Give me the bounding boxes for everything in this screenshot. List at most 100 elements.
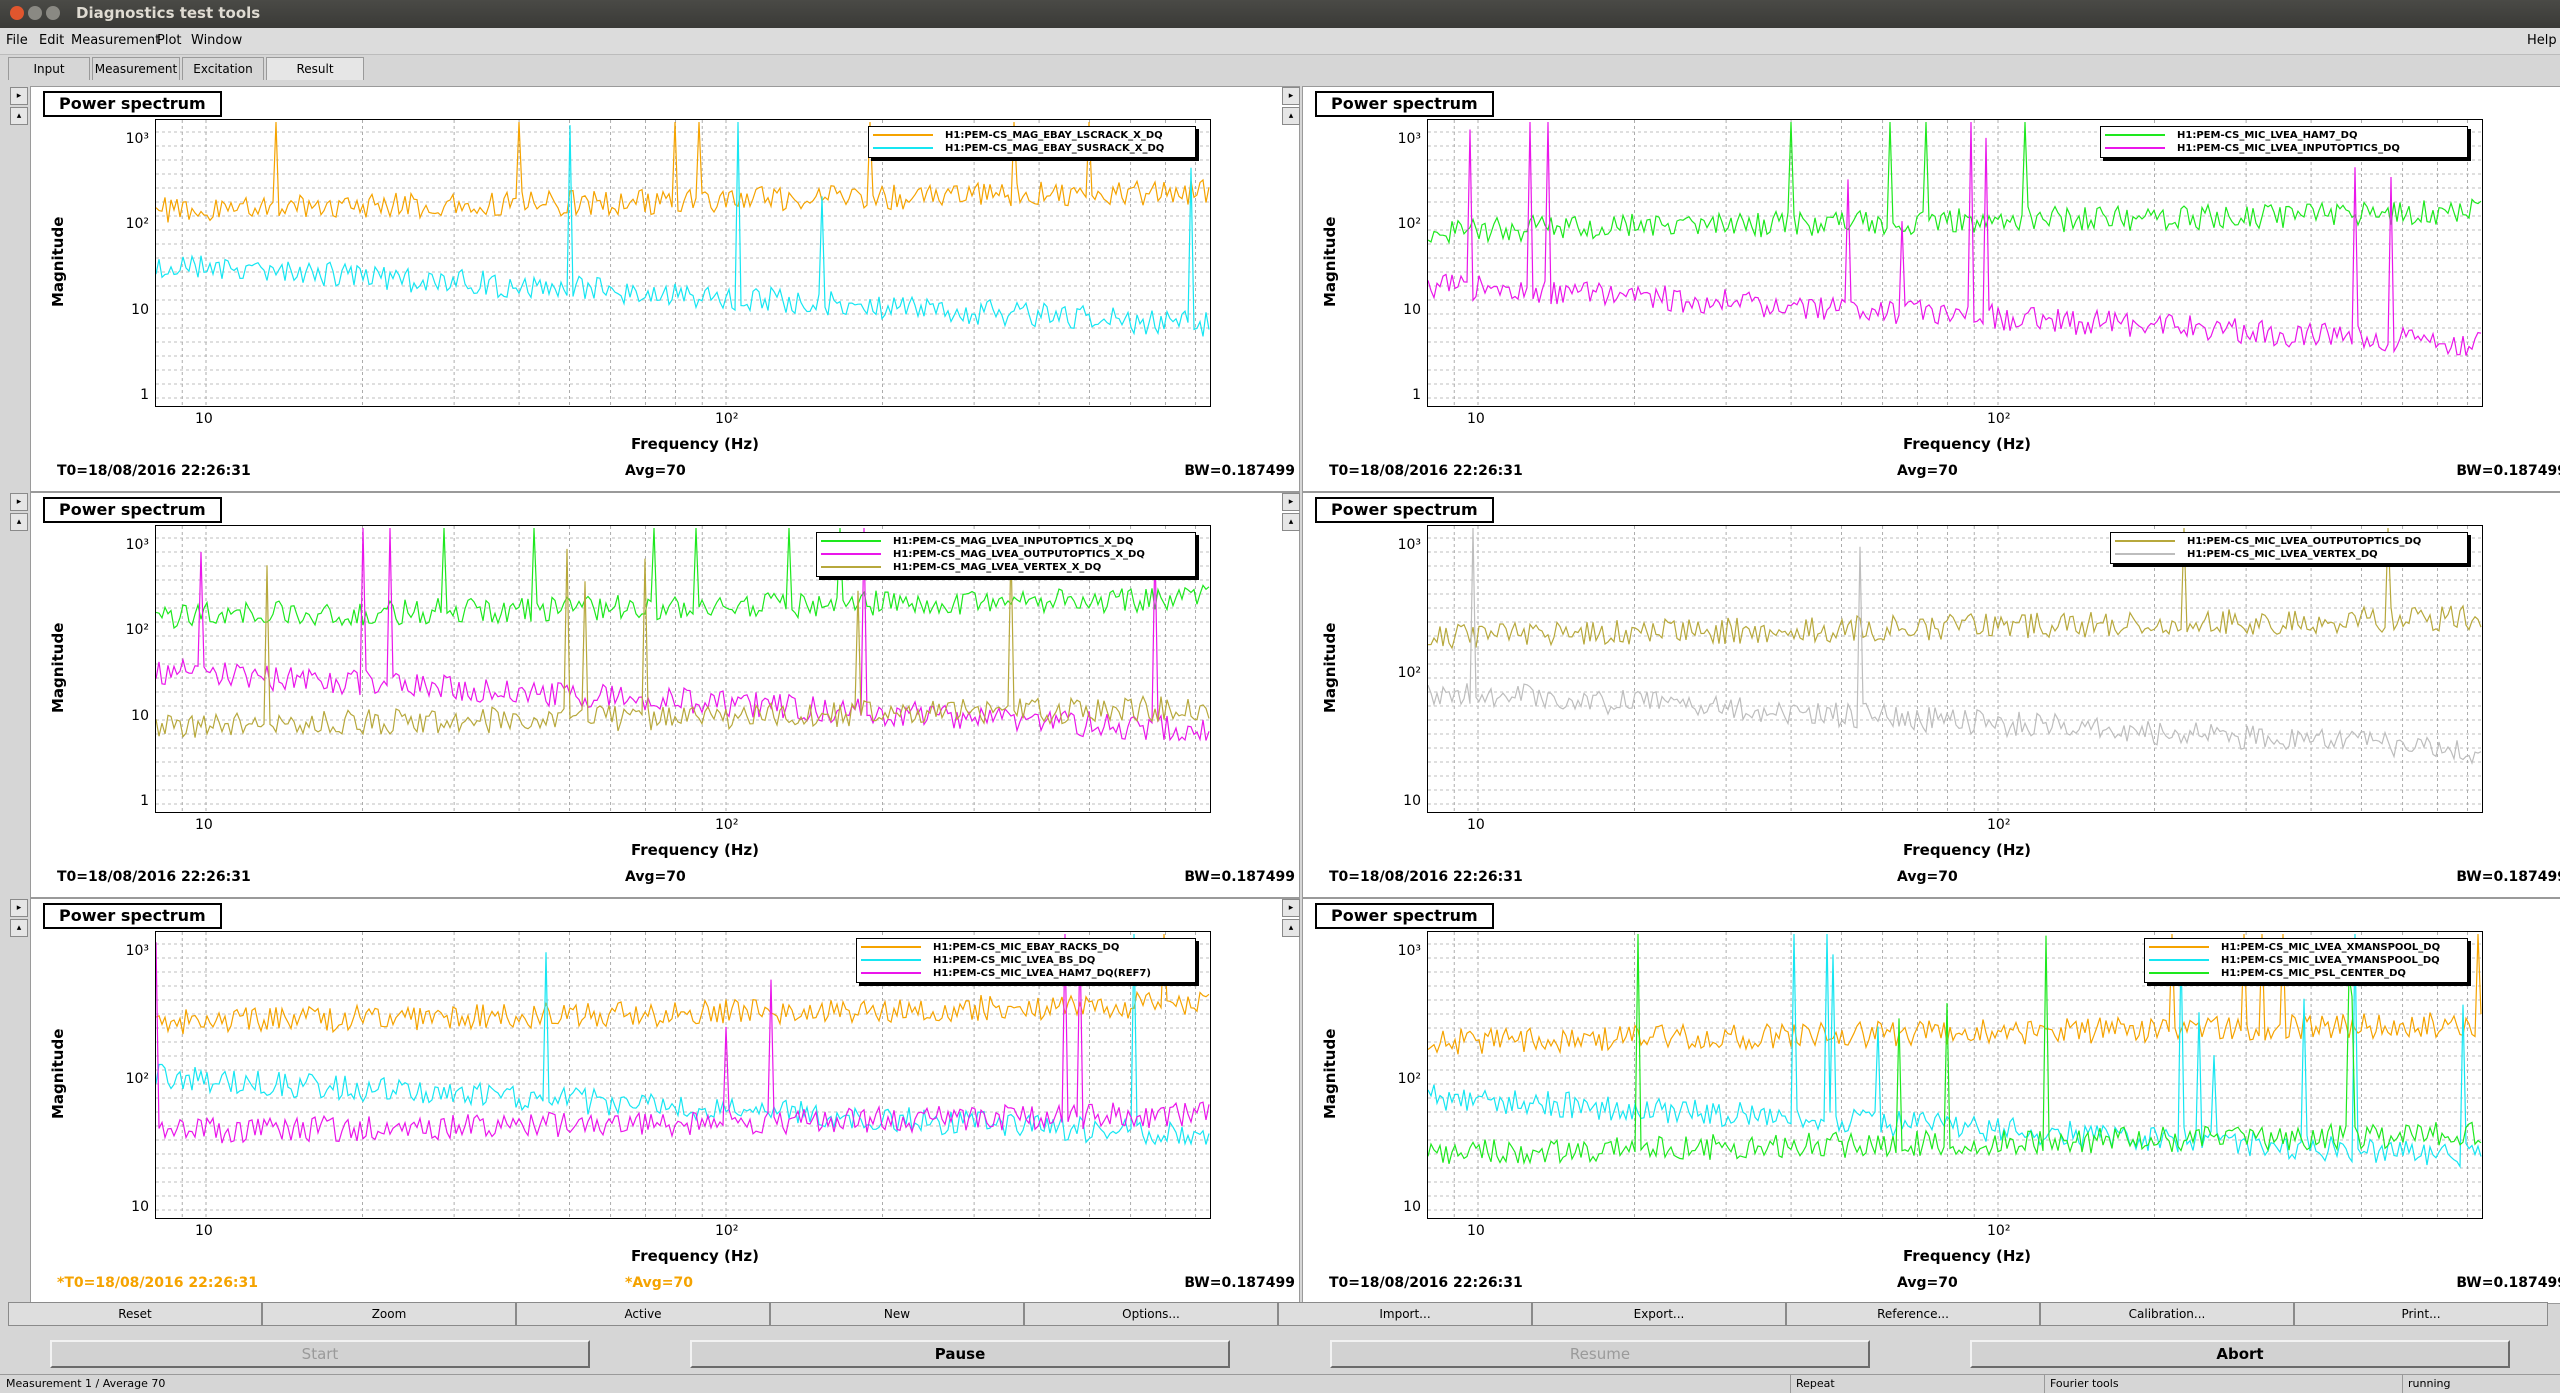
panel-expand-icon[interactable]: ▸ xyxy=(10,493,28,511)
average-label: Avg=70 xyxy=(1897,1275,1958,1291)
trace-3 xyxy=(156,545,1210,739)
x-tick-label: 10 xyxy=(195,411,213,427)
window-title: Diagnostics test tools xyxy=(76,4,261,22)
tab-input[interactable]: Input xyxy=(8,57,90,80)
plot-legend[interactable]: H1:PEM-CS_MIC_LVEA_XMANSPOOL_DQ H1:PEM-CS… xyxy=(2144,938,2468,983)
legend-swatch xyxy=(2115,553,2175,555)
panel-collapse-icon[interactable]: ▴ xyxy=(1282,107,1300,125)
menu-measurement[interactable]: Measurement xyxy=(71,33,161,48)
y-tick-label: 10³ xyxy=(1397,537,1421,553)
spectrum-traces xyxy=(1428,933,2482,1169)
power-spectrum-panel[interactable]: ▸ ▴ Power spectrum Magnitude H1:PEM-CS_MAG_E… xyxy=(10,86,1300,492)
plot-legend[interactable]: H1:PEM-CS_MIC_EBAY_RACKS_DQ H1:PEM-CS_MIC… xyxy=(856,938,1196,983)
export-button[interactable]: Export... xyxy=(1532,1302,1786,1326)
panel-expand-icon[interactable]: ▸ xyxy=(10,899,28,917)
y-axis-label: Magnitude xyxy=(1321,622,1339,713)
panel-collapse-icon[interactable]: ▴ xyxy=(1282,919,1300,937)
zoom-button[interactable]: Zoom xyxy=(262,1302,516,1326)
y-tick-label: 1 xyxy=(140,793,149,809)
active-button[interactable]: Active xyxy=(516,1302,770,1326)
x-axis-label: Frequency (Hz) xyxy=(1903,1247,2032,1265)
menu-help[interactable]: Help xyxy=(2527,33,2557,48)
panel-title: Power spectrum xyxy=(1315,91,1494,117)
legend-label: H1:PEM-CS_MAG_LVEA_OUTPUTOPTICS_X_DQ xyxy=(893,549,1145,560)
power-spectrum-panel[interactable]: ▸ ▴ Power spectrum Magnitude H1:PEM-CS_MIC_L… xyxy=(1282,898,2560,1304)
power-spectrum-panel[interactable]: ▸ ▴ Power spectrum Magnitude H1:PEM-CS_MIC_L… xyxy=(1282,492,2560,898)
resume-button[interactable]: Resume xyxy=(1330,1340,1870,1368)
y-axis-label: Magnitude xyxy=(1321,1028,1339,1119)
start-button[interactable]: Start xyxy=(50,1340,590,1368)
tab-measurement[interactable]: Measurement xyxy=(92,57,180,80)
legend-entry: H1:PEM-CS_MAG_LVEA_INPUTOPTICS_X_DQ xyxy=(821,535,1189,548)
abort-button[interactable]: Abort xyxy=(1970,1340,2510,1368)
plot-legend[interactable]: H1:PEM-CS_MIC_LVEA_OUTPUTOPTICS_DQ H1:PEM… xyxy=(2110,532,2468,564)
plot-legend[interactable]: H1:PEM-CS_MAG_EBAY_LSCRACK_X_DQ H1:PEM-CS… xyxy=(868,126,1196,158)
spectrum-traces xyxy=(156,527,1210,742)
tab-result[interactable]: Result xyxy=(266,57,364,80)
pause-button[interactable]: Pause xyxy=(690,1340,1230,1368)
legend-label: H1:PEM-CS_MIC_LVEA_HAM7_DQ xyxy=(2177,130,2358,141)
legend-entry: H1:PEM-CS_MIC_LVEA_YMANSPOOL_DQ xyxy=(2149,954,2461,967)
minimize-icon[interactable] xyxy=(28,6,42,20)
power-spectrum-panel[interactable]: ▸ ▴ Power spectrum Magnitude H1:PEM-CS_MIC_L… xyxy=(1282,86,2560,492)
y-tick-label: 10² xyxy=(1397,665,1421,681)
spectrum-plot[interactable]: H1:PEM-CS_MIC_EBAY_RACKS_DQ H1:PEM-CS_MIC… xyxy=(155,931,1211,1219)
reference-button[interactable]: Reference... xyxy=(1786,1302,2040,1326)
menu-plot[interactable]: Plot xyxy=(157,33,182,48)
spectrum-plot[interactable]: H1:PEM-CS_MIC_LVEA_HAM7_DQ H1:PEM-CS_MIC_… xyxy=(1427,119,2483,407)
legend-swatch xyxy=(2105,147,2165,149)
spectrum-plot[interactable]: H1:PEM-CS_MIC_LVEA_XMANSPOOL_DQ H1:PEM-CS… xyxy=(1427,931,2483,1219)
import-button[interactable]: Import... xyxy=(1278,1302,1532,1326)
close-icon[interactable] xyxy=(10,6,24,20)
panel-expand-icon[interactable]: ▸ xyxy=(10,87,28,105)
power-spectrum-panel[interactable]: ▸ ▴ Power spectrum Magnitude H1:PEM-CS_MAG_L… xyxy=(10,492,1300,898)
legend-label: H1:PEM-CS_MAG_LVEA_VERTEX_X_DQ xyxy=(893,562,1102,573)
y-tick-label: 10³ xyxy=(1397,943,1421,959)
options-button[interactable]: Options... xyxy=(1024,1302,1278,1326)
panel-collapse-icon[interactable]: ▴ xyxy=(10,107,28,125)
status-repeat: Repeat xyxy=(1796,1377,1835,1390)
plot-legend[interactable]: H1:PEM-CS_MIC_LVEA_HAM7_DQ H1:PEM-CS_MIC_… xyxy=(2100,126,2468,158)
panel-collapse-icon[interactable]: ▴ xyxy=(10,513,28,531)
trace-2 xyxy=(156,121,1210,337)
legend-swatch xyxy=(2115,540,2175,542)
panel-expand-icon[interactable]: ▸ xyxy=(1282,493,1300,511)
x-axis-label: Frequency (Hz) xyxy=(631,1247,760,1265)
legend-swatch xyxy=(821,553,881,555)
legend-swatch xyxy=(861,959,921,961)
print-button[interactable]: Print... xyxy=(2294,1302,2548,1326)
x-axis-label: Frequency (Hz) xyxy=(631,841,760,859)
bandwidth-label: BW=0.187499 xyxy=(2456,1275,2560,1291)
legend-swatch xyxy=(2149,959,2209,961)
panel-collapse-icon[interactable]: ▴ xyxy=(10,919,28,937)
bandwidth-label: BW=0.187499 xyxy=(1184,463,1295,479)
panel-expand-icon[interactable]: ▸ xyxy=(1282,899,1300,917)
legend-label: H1:PEM-CS_MIC_PSL_CENTER_DQ xyxy=(2221,968,2406,979)
average-label: Avg=70 xyxy=(625,463,686,479)
spectrum-plot[interactable]: H1:PEM-CS_MAG_LVEA_INPUTOPTICS_X_DQ H1:PE… xyxy=(155,525,1211,813)
menu-window[interactable]: Window xyxy=(191,33,243,48)
trace-1 xyxy=(1428,527,2482,650)
legend-swatch xyxy=(821,566,881,568)
bandwidth-label: BW=0.187499 xyxy=(1184,869,1295,885)
status-divider xyxy=(2044,1375,2045,1393)
reset-button[interactable]: Reset xyxy=(8,1302,262,1326)
plot-legend[interactable]: H1:PEM-CS_MAG_LVEA_INPUTOPTICS_X_DQ H1:PE… xyxy=(816,532,1196,577)
trace-1 xyxy=(156,527,1210,630)
menu-file[interactable]: File xyxy=(6,33,28,48)
power-spectrum-panel[interactable]: ▸ ▴ Power spectrum Magnitude H1:PEM-CS_MIC_E… xyxy=(10,898,1300,1304)
calibration-button[interactable]: Calibration... xyxy=(2040,1302,2294,1326)
tab-excitation[interactable]: Excitation xyxy=(182,57,264,80)
menu-edit[interactable]: Edit xyxy=(39,33,65,48)
panel-collapse-icon[interactable]: ▴ xyxy=(1282,513,1300,531)
x-tick-label: 10 xyxy=(1467,1223,1485,1239)
y-tick-label: 10² xyxy=(125,1071,149,1087)
maximize-icon[interactable] xyxy=(46,6,60,20)
spectrum-plot[interactable]: H1:PEM-CS_MIC_LVEA_OUTPUTOPTICS_DQ H1:PEM… xyxy=(1427,525,2483,813)
trace-1 xyxy=(156,933,1210,1035)
panel-expand-icon[interactable]: ▸ xyxy=(1282,87,1300,105)
spectrum-plot[interactable]: H1:PEM-CS_MAG_EBAY_LSCRACK_X_DQ H1:PEM-CS… xyxy=(155,119,1211,407)
new-button[interactable]: New xyxy=(770,1302,1024,1326)
y-axis-label: Magnitude xyxy=(1321,216,1339,307)
legend-swatch xyxy=(873,134,933,136)
